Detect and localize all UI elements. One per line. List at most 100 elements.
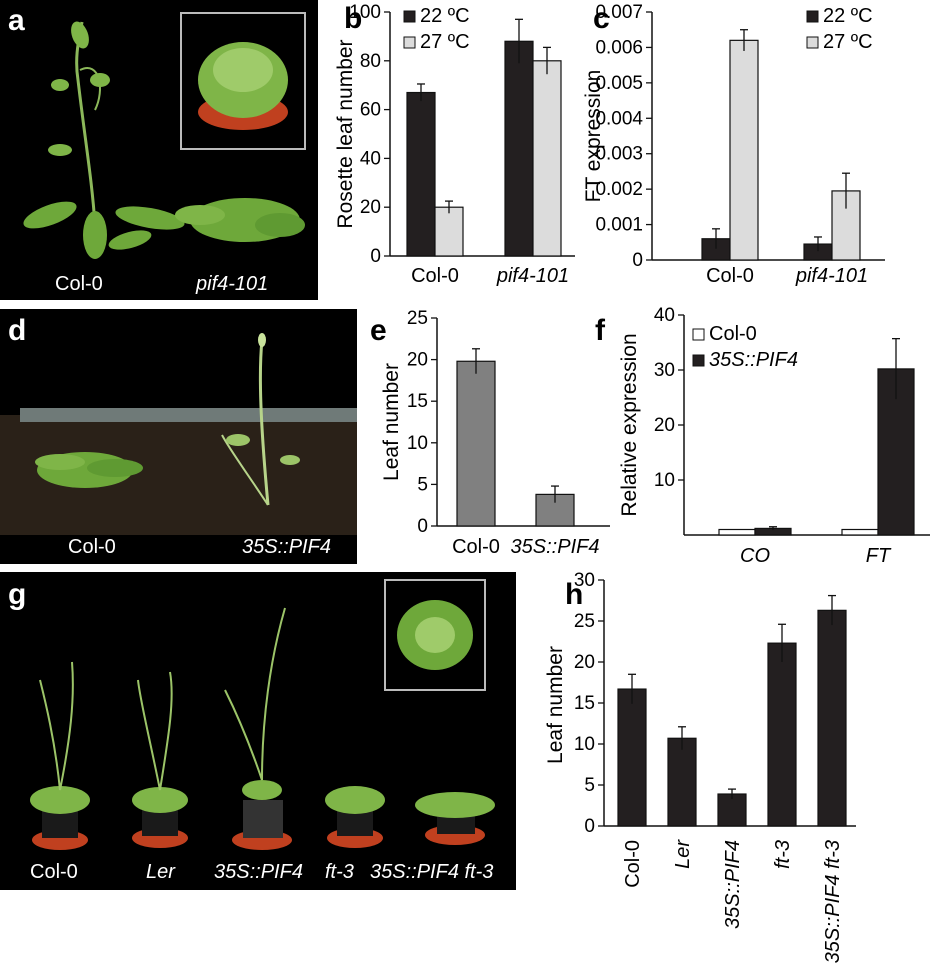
y-tick-label: 0.006 <box>595 37 643 58</box>
legend-label: 27 ºC <box>420 31 470 53</box>
x-category-label: 35S::PIF4 <box>511 536 600 558</box>
legend-swatch <box>403 36 416 49</box>
photo-g-label-35s: 35S::PIF4 <box>214 861 303 883</box>
photo-panel-g: g Col-0 Ler 35S::PIF4 ft-3 35S::PIF4 ft-… <box>0 572 516 890</box>
plants-row-photo-g <box>30 607 495 850</box>
y-tick-label: 40 <box>654 305 675 326</box>
y-tick-label: 10 <box>574 734 595 755</box>
bar <box>456 360 496 527</box>
y-tick-label: 0 <box>632 250 643 271</box>
legend-swatch <box>806 36 819 49</box>
legend-label: 35S::PIF4 <box>709 349 798 371</box>
bar <box>406 91 436 257</box>
y-tick-label: 0 <box>417 516 428 537</box>
x-category-label: Col-0 <box>452 536 500 558</box>
legend-swatch <box>692 354 705 367</box>
legend-swatch <box>806 10 819 23</box>
bar <box>532 60 562 257</box>
col0-rosette-photo-d <box>35 452 143 488</box>
legend-label: 22 ºC <box>823 5 873 27</box>
y-tick-label: 30 <box>654 360 675 381</box>
y-tick-label: 0.002 <box>595 179 643 200</box>
y-tick-label: 25 <box>407 308 428 329</box>
photo-g-inset <box>384 579 486 691</box>
y-tick-label: 20 <box>407 350 428 371</box>
photo-panel-d: d Col-0 35S::PIF4 <box>0 309 357 564</box>
photo-d-label-35s: 35S::PIF4 <box>242 536 331 558</box>
bar <box>729 39 759 261</box>
bar <box>841 528 879 536</box>
bar <box>767 642 797 827</box>
legend-swatch <box>403 10 416 23</box>
legend-swatch <box>692 328 705 341</box>
panel-letter-b: b <box>344 2 362 35</box>
chart-c: 0 0.001 0.002 0.003 0.004 0.005 0.006 0.007 FT e… <box>582 2 885 287</box>
y-tick-label: 0.007 <box>595 2 643 23</box>
panel-letter-h: h <box>565 578 583 611</box>
y-axis-label: FT expression <box>582 70 605 203</box>
photo-g-label-ler: Ler <box>146 861 176 883</box>
y-axis-label: Rosette leaf number <box>334 39 357 228</box>
y-tick-label: 5 <box>584 775 595 796</box>
x-category-label: Col-0 <box>622 840 644 888</box>
y-tick-label: 60 <box>360 100 381 121</box>
y-tick-label: 0.001 <box>595 215 643 236</box>
y-tick-label: 0 <box>370 246 381 267</box>
y-tick-label: 80 <box>360 51 381 72</box>
x-category-label: FT <box>866 545 892 567</box>
panel-letter-g: g <box>8 578 26 611</box>
x-category-label: pif4-101 <box>496 265 569 287</box>
photo-g-label-35s-ft3: 35S::PIF4 ft-3 <box>370 861 493 883</box>
col0-plant-photo <box>23 21 185 259</box>
bar <box>504 40 534 257</box>
photo-g-label-ft3: ft-3 <box>325 861 354 883</box>
photo-panel-a: a Col-0 pif4-101 <box>0 0 318 300</box>
bar <box>617 688 647 827</box>
x-category-label: Col-0 <box>411 265 459 287</box>
bar <box>817 609 847 827</box>
panel-letter-f: f <box>595 314 606 347</box>
photo-g-label-col0: Col-0 <box>30 861 78 883</box>
x-category-label: Col-0 <box>706 265 754 287</box>
y-tick-label: 0.005 <box>595 73 643 94</box>
x-category-label: 35S::PIF4 ft-3 <box>822 840 844 963</box>
y-tick-label: 30 <box>574 570 595 591</box>
bar <box>667 737 697 827</box>
x-category-label: Ler <box>672 839 694 869</box>
y-tick-label: 15 <box>407 391 428 412</box>
photo-a-label-col0: Col-0 <box>55 273 103 295</box>
panel-letter-d: d <box>8 314 26 347</box>
y-tick-label: 0.004 <box>595 108 643 129</box>
y-tick-label: 10 <box>654 470 675 491</box>
y-tick-label: 20 <box>360 197 381 218</box>
photo-a-label-pif4: pif4-101 <box>195 273 268 295</box>
x-category-label: ft-3 <box>772 840 794 869</box>
bar <box>718 528 756 536</box>
y-axis-label: Leaf number <box>544 646 567 764</box>
panel-letter-e: e <box>370 314 387 347</box>
y-tick-label: 20 <box>574 652 595 673</box>
x-category-label: CO <box>740 545 770 567</box>
panel-letter-a: a <box>8 4 25 37</box>
y-tick-label: 15 <box>574 693 595 714</box>
legend-label: 22 ºC <box>420 5 470 27</box>
y-tick-label: 40 <box>360 148 381 169</box>
legend-label: Col-0 <box>709 323 757 345</box>
y-tick-label: 5 <box>417 474 428 495</box>
bar <box>434 206 464 257</box>
y-tick-label: 25 <box>574 611 595 632</box>
x-category-label: pif4-101 <box>795 265 868 287</box>
photo-d-label-col0: Col-0 <box>68 536 116 558</box>
x-category-label: 35S::PIF4 <box>722 840 744 929</box>
y-axis-label: Relative expression <box>618 333 641 516</box>
y-tick-label: 0 <box>584 816 595 837</box>
chart-b: 0 20 40 60 80 100 Rosette leaf number Col-0 pif4… <box>334 2 575 287</box>
photo-a-inset <box>180 12 306 150</box>
y-tick-label: 10 <box>407 433 428 454</box>
chart-f: 10 20 30 40 Relative expression CO FT Col-0 35S:… <box>618 305 930 567</box>
pif4-rosette-photo <box>175 198 305 242</box>
legend-label: 27 ºC <box>823 31 873 53</box>
